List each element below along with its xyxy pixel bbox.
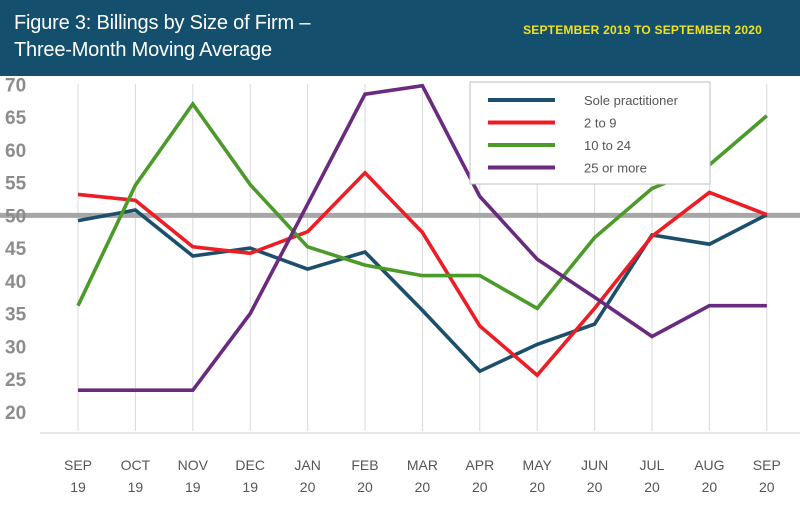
x-tick-label: APR [465,457,494,473]
series-line [78,83,767,393]
y-tick-label: 35 [5,305,27,326]
y-tick-label: 70 [5,76,26,96]
x-tick-label: 20 [472,479,488,495]
x-tick-label: 20 [415,479,431,495]
x-tick-label: MAR [407,457,438,473]
y-tick-label: 60 [5,141,26,162]
legend-label: 25 or more [584,161,647,176]
x-tick-label: NOV [178,457,209,473]
x-tick-label: JUL [640,457,665,473]
x-tick-label: 20 [759,479,775,495]
x-tick-label: 19 [70,479,86,495]
y-axis: 20 25 30 35 40 45 50 55 60 65 70 [5,76,27,424]
y-tick-label: 45 [5,239,27,260]
y-tick-label: 30 [5,337,26,358]
x-tick-label: SEP [753,457,781,473]
x-axis: SEP 19 OCT 19 NOV 19 DEC 19 JAN 20 FEB 20 MAR 20 APR 20… [64,457,781,495]
series-line [77,170,768,378]
legend: Sole practitioner 2 to 9 10 to 24 25 or mor… [469,81,711,185]
x-tick-label: 19 [242,479,258,495]
x-tick-label: 20 [702,479,718,495]
legend-label: Sole practitioner [584,93,679,108]
y-tick-label: 25 [5,370,27,391]
x-tick-label: AUG [694,457,724,473]
x-tick-label: DEC [235,457,265,473]
chart-title: Figure 3: Billings by Size of Firm – Thre… [14,12,311,61]
y-tick-label: 40 [5,272,26,293]
line-chart: 20 25 30 35 40 45 50 55 60 65 70 SEP 19 OCT 19 NOV 19 DE… [0,76,800,495]
x-tick-label: 20 [357,479,373,495]
legend-label: 10 to 24 [584,138,631,153]
y-tick-label: 50 [5,206,26,227]
x-tick-label: OCT [121,457,151,473]
x-tick-label: 19 [128,479,144,495]
x-tick-label: 20 [300,479,316,495]
x-tick-label: 20 [644,479,660,495]
legend-label: 2 to 9 [584,116,617,131]
x-tick-label: MAY [523,457,553,473]
x-tick-label: JAN [294,457,320,473]
x-tick-label: 20 [587,479,603,495]
series-line [76,100,768,311]
x-tick-label: SEP [64,457,92,473]
x-tick-label: 19 [185,479,201,495]
chart-area: 20 25 30 35 40 45 50 55 60 65 70 SEP 19 OCT 19 NOV 19 DE… [0,76,800,507]
chart-header: Figure 3: Billings by Size of Firm – Thre… [0,0,800,76]
date-range-label: SEPTEMBER 2019 TO SEPTEMBER 2020 [523,23,762,37]
y-tick-label: 20 [5,403,26,424]
x-tick-label: JUN [581,457,608,473]
series-lines [76,83,768,393]
x-tick-label: 20 [529,479,545,495]
y-tick-label: 55 [5,174,27,195]
y-tick-label: 65 [5,108,27,129]
x-tick-label: FEB [351,457,378,473]
